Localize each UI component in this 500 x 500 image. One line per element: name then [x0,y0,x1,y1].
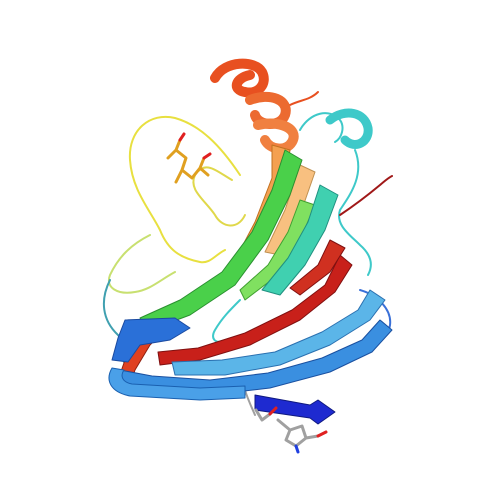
coil-lightgreen-left [107,234,176,294]
strand-dark-red-upper [289,239,346,296]
helix-red-orange-1 [210,58,269,98]
coil-gray-bottom [244,389,256,416]
strand-teal [261,184,339,296]
strand-red-right [157,254,353,366]
coil-yellow-loop [128,115,241,264]
ligand-sticks-orange [166,132,212,184]
strand-n-terminus-blue [254,394,336,425]
coil-cyan-upper [299,112,344,143]
ligand-orange-bonds [166,138,210,184]
coil-cyan-right [338,149,372,276]
strand-lower-blue-loop [108,367,246,401]
helix-cyan-right [325,108,373,149]
coil-dark-red-right [339,175,393,216]
ligand-sticks-gray [254,406,328,454]
coil-yellow-inner [192,166,246,227]
beta-strands [108,144,393,425]
strand-blue-left-ribbon [111,317,191,363]
ligand-gray-red-atoms [268,406,328,438]
coil-red-top [289,91,319,106]
ligand-orange-red-atoms [178,132,212,160]
ligand-gray-bonds [254,408,320,448]
strand-light-blue-1 [171,289,386,376]
ligand-gray-blue-atoms [294,444,300,454]
